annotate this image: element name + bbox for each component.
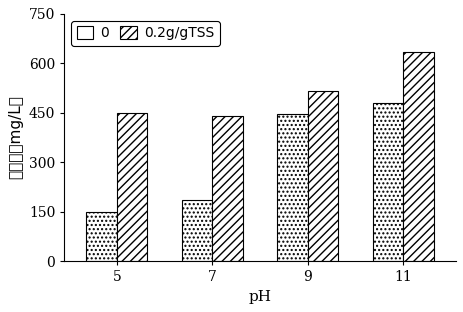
Bar <box>402 52 433 261</box>
Bar <box>117 113 147 261</box>
Legend: 0, 0.2g/gTSS: 0, 0.2g/gTSS <box>71 21 219 46</box>
Bar <box>307 91 338 261</box>
Y-axis label: 酸浓度（mg/L）: 酸浓度（mg/L） <box>8 95 23 179</box>
Bar <box>181 200 212 261</box>
Bar <box>86 212 117 261</box>
Bar <box>276 115 307 261</box>
X-axis label: pH: pH <box>248 290 271 304</box>
Bar <box>212 116 242 261</box>
Bar <box>372 103 402 261</box>
